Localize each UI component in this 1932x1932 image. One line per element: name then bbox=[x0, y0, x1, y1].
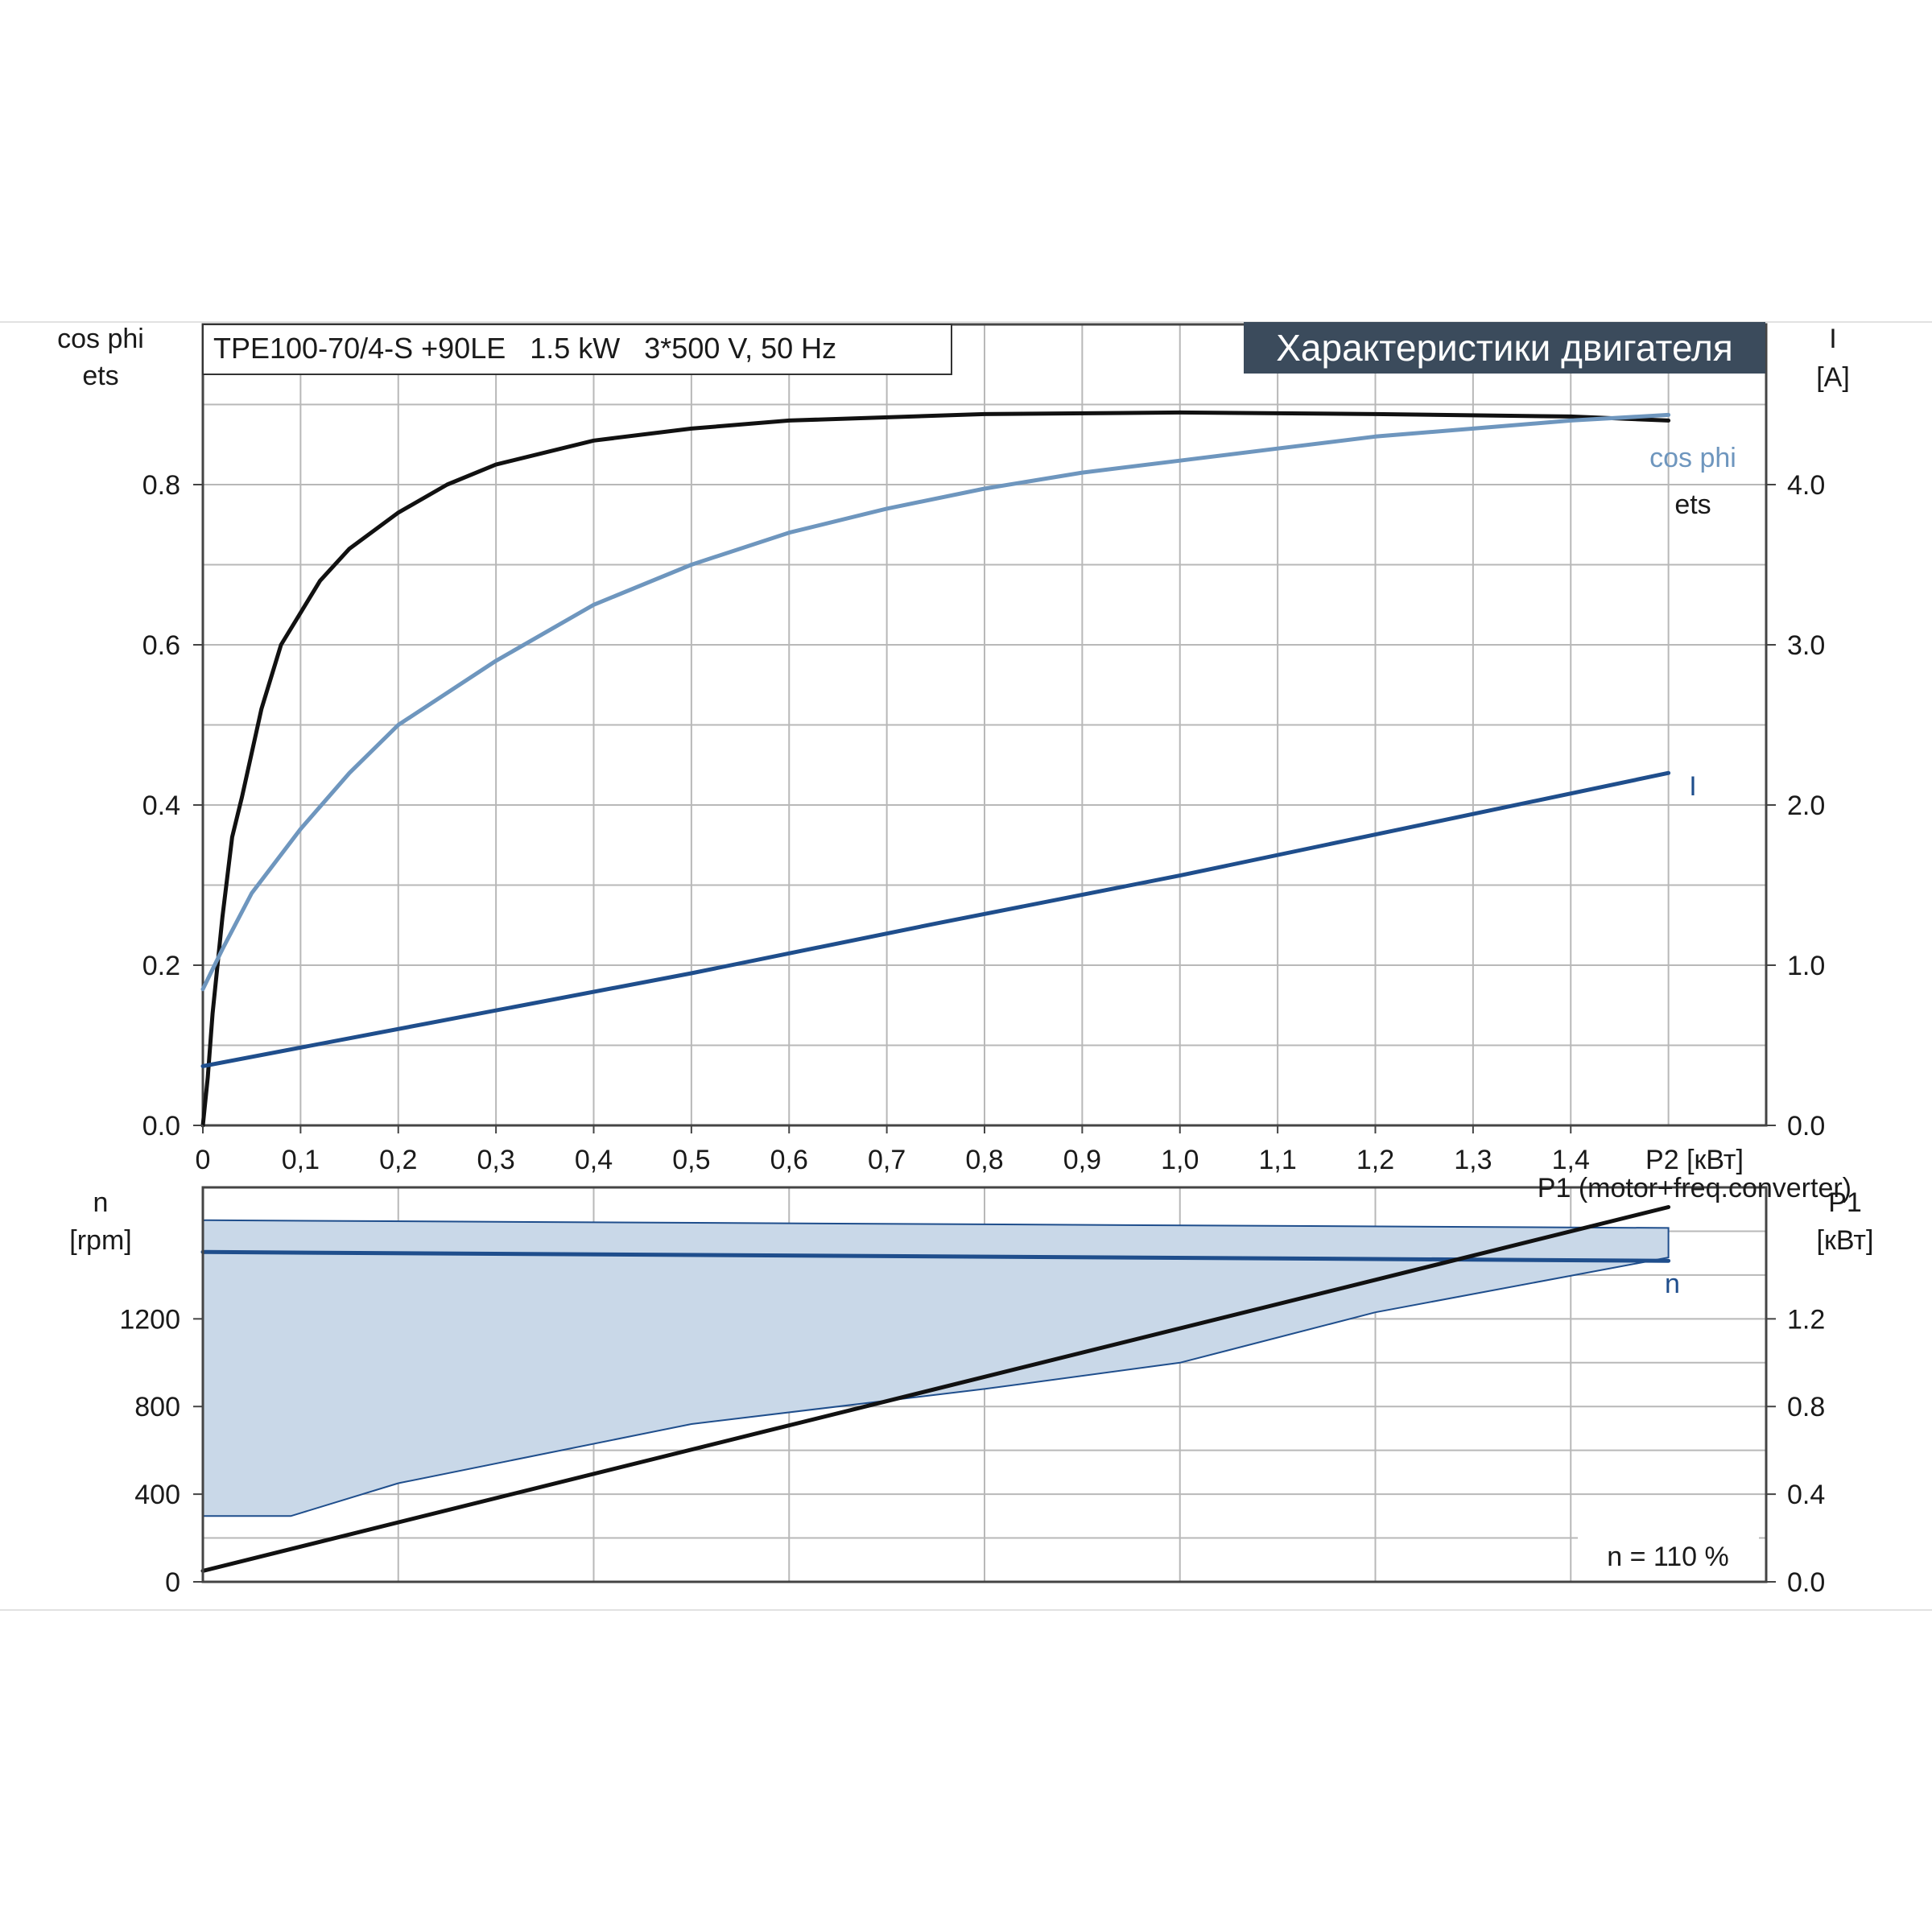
bottom-left-tick-label: 1200 bbox=[119, 1304, 180, 1335]
series-line-cos-phi bbox=[200, 412, 1671, 992]
bottom-right-tick-label: 1.2 bbox=[1787, 1304, 1825, 1335]
right-tick-label: 2.0 bbox=[1787, 791, 1825, 821]
left-axis-label-1: cos phi bbox=[57, 324, 144, 354]
bottom-plot-frame bbox=[201, 1186, 1768, 1583]
x-tick-label: 1,0 bbox=[1161, 1145, 1199, 1175]
series-label-p1: P1 (motor+freq.converter) bbox=[1538, 1173, 1852, 1203]
x-tick-label: 0,8 bbox=[965, 1145, 1003, 1175]
bottom-left-axis-label-2: [rpm] bbox=[69, 1225, 131, 1256]
left-tick-label: 0.0 bbox=[142, 1111, 180, 1141]
bottom-right-axis-label-2: [кВт] bbox=[1817, 1225, 1874, 1256]
series-line-i bbox=[200, 770, 1671, 1068]
bottom-left-tick-label: 400 bbox=[134, 1480, 180, 1510]
series-label-n: n bbox=[1665, 1269, 1680, 1299]
bottom-series bbox=[200, 1205, 1671, 1573]
left-tick-label: 0.8 bbox=[142, 470, 180, 501]
bottom-right-tick-label: 0.8 bbox=[1787, 1392, 1825, 1422]
right-tick-label: 0.0 bbox=[1787, 1111, 1825, 1141]
left-tick-label: 0.2 bbox=[142, 951, 180, 981]
right-tick-label: 4.0 bbox=[1787, 470, 1825, 501]
section-badge-text: Характеристики двигателя bbox=[1276, 327, 1733, 369]
x-tick-label: 0,9 bbox=[1063, 1145, 1101, 1175]
right-axis-label-1: I bbox=[1829, 324, 1836, 354]
x-tick-label: 0 bbox=[196, 1145, 211, 1175]
right-tick-label: 3.0 bbox=[1787, 630, 1825, 661]
bottom-ticks: 0 400 800 1200 0.0 0.4 0.8 1.2 bbox=[119, 1304, 1825, 1598]
x-tick-label: 1,1 bbox=[1258, 1145, 1296, 1175]
x-tick-label: 1,3 bbox=[1454, 1145, 1492, 1175]
series-label-cos-phi: cos phi bbox=[1649, 443, 1736, 473]
top-series bbox=[200, 410, 1671, 1128]
top-chart: 0 0,1 0,2 0,3 0,4 0,5 0,6 0,7 0,8 0,9 1,0 1,1 1,2 1,3… bbox=[57, 322, 1850, 1175]
bottom-right-tick-label: 0.4 bbox=[1787, 1480, 1825, 1510]
left-tick-label: 0.4 bbox=[142, 791, 180, 821]
bottom-left-tick-label: 800 bbox=[134, 1392, 180, 1422]
bottom-right-tick-label: 0.0 bbox=[1787, 1567, 1825, 1598]
left-tick-label: 0.6 bbox=[142, 630, 180, 661]
bottom-left-tick-label: 0 bbox=[165, 1567, 180, 1598]
x-tick-label: 0,5 bbox=[672, 1145, 710, 1175]
x-tick-label: 0,1 bbox=[282, 1145, 320, 1175]
x-tick-label: 0,7 bbox=[868, 1145, 906, 1175]
series-label-i: I bbox=[1689, 771, 1696, 802]
series-line-ets bbox=[200, 410, 1671, 1128]
x-tick-label: 0,4 bbox=[575, 1145, 613, 1175]
right-tick-label: 1.0 bbox=[1787, 951, 1825, 981]
speed-annotation-box bbox=[1578, 1534, 1759, 1578]
series-line-n bbox=[200, 1249, 1671, 1263]
bottom-chart: 0 400 800 1200 0.0 0.4 0.8 1.2 n [rpm] P1 [кВт]… bbox=[69, 1173, 1873, 1598]
x-tick-label: 1,2 bbox=[1356, 1145, 1394, 1175]
left-axis-label-2: ets bbox=[82, 361, 118, 391]
bottom-left-axis-label-1: n bbox=[93, 1187, 109, 1218]
x-tick-label: 1,4 bbox=[1552, 1145, 1590, 1175]
chart-title-box bbox=[202, 324, 952, 375]
x-tick-label: 0,2 bbox=[379, 1145, 417, 1175]
bottom-right-axis-label-1: P1 bbox=[1828, 1187, 1862, 1218]
section-badge bbox=[1244, 322, 1765, 374]
x-axis-label: P2 [кВт] bbox=[1645, 1145, 1744, 1175]
series-label-ets: ets bbox=[1674, 489, 1711, 520]
operating-range-band bbox=[202, 1219, 1670, 1517]
series-line-p1 bbox=[200, 1205, 1671, 1573]
x-tick-label: 0,3 bbox=[477, 1145, 514, 1175]
top-ticks: 0 0,1 0,2 0,3 0,4 0,5 0,6 0,7 0,8 0,9 1,0 1,1 1,2 1,3… bbox=[142, 470, 1826, 1175]
x-tick-label: 0,6 bbox=[770, 1145, 808, 1175]
speed-annotation: n = 110 % bbox=[1607, 1542, 1729, 1572]
right-axis-label-2: [A] bbox=[1816, 362, 1850, 393]
chart-title: TPE100-70/4-S +90LE 1.5 kW 3*500 V, 50 H… bbox=[213, 332, 836, 365]
